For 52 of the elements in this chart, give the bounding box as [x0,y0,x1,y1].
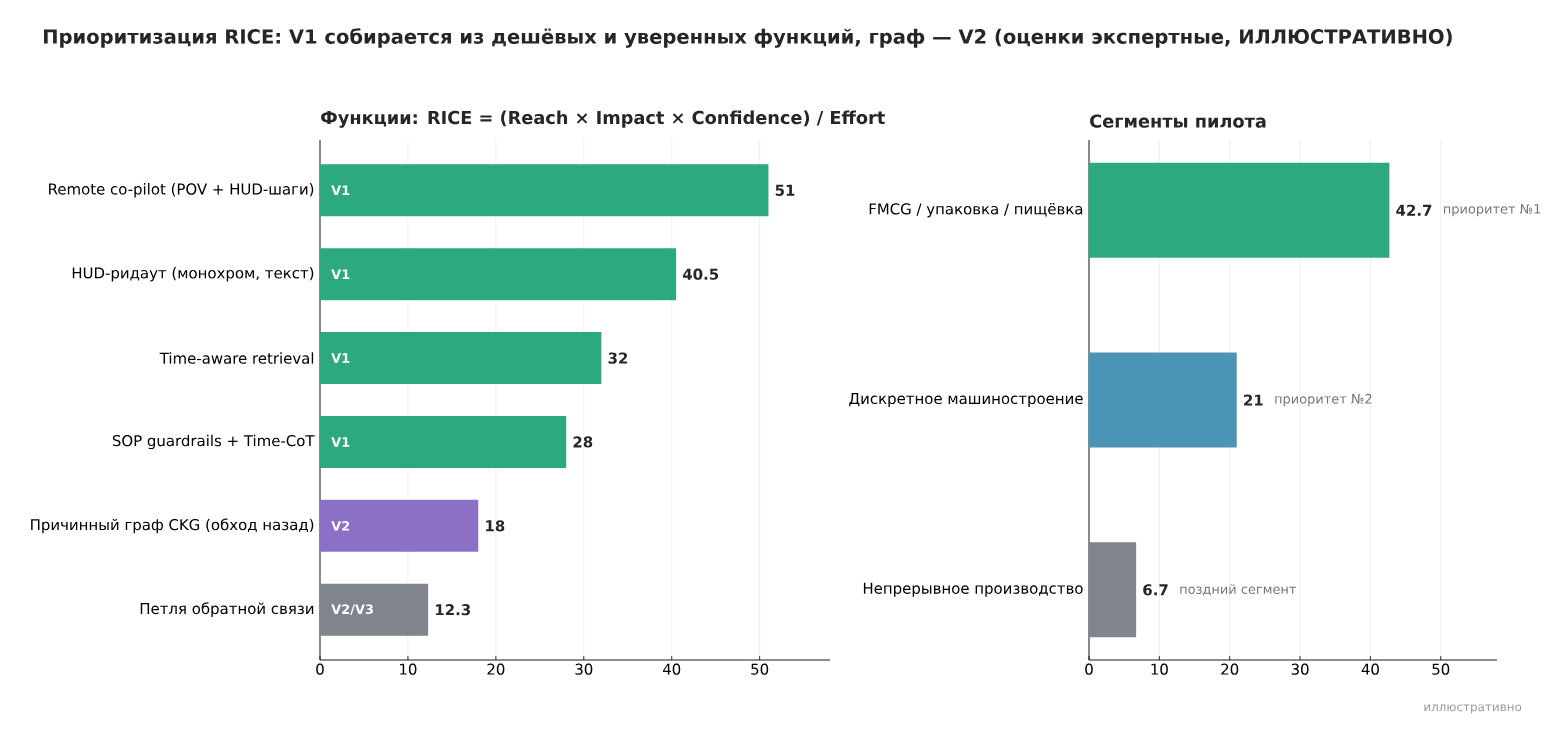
data-label: 51 [775,184,795,196]
annotation: V1 [331,353,350,363]
x-tick-label: 50 [751,663,769,675]
data-label: 18 [486,520,505,532]
chart-title: Сегменты пилота [1090,114,1266,128]
x-tick-label: 0 [316,663,324,675]
y-tick-label: Time-aware retrieval [159,352,314,364]
y-tick-label: Причинный граф CKG (обход назад) [31,518,314,534]
annotation: V2 [331,521,350,531]
y-tick-label: Remote co-pilot (POV + HUD-шаги) [49,183,314,198]
annotation: приоритет №1 [1443,204,1541,217]
y-tick-label: SOP guardrails + Time-CoT [112,434,315,450]
data-label: 6.7 [1143,584,1168,596]
data-label: 21 [1244,394,1263,406]
bar [320,164,769,217]
data-label: 42.7 [1396,204,1432,216]
bar [320,583,429,636]
annotation: V2/V3 [331,604,373,616]
x-tick-label: 20 [1221,663,1239,675]
y-tick-label: FMCG / упаковка / пищёвка [869,203,1083,218]
data-label: 40.5 [682,268,719,280]
annotation: V1 [331,185,350,196]
text: иллюстративно [1424,704,1522,714]
annotation: V1 [331,437,350,447]
annotation: V1 [331,269,350,279]
bar [320,332,602,385]
y-tick-label: Петля обратной связи [140,602,314,618]
x-tick-label: 0 [1085,663,1093,675]
x-tick-label: 30 [1291,663,1309,675]
x-tick-label: 50 [1432,663,1450,675]
bar [320,248,677,301]
x-tick-label: 10 [1151,663,1168,675]
x-tick-label: 40 [1361,663,1379,675]
bar [1089,352,1237,448]
y-tick-label: HUD-ридаут (монохром, текст) [72,266,314,282]
x-tick-label: 10 [400,663,417,675]
bar [1089,542,1137,638]
x-tick-label: 30 [575,663,593,675]
data-label: 32 [608,352,628,364]
chart-title: Приоритизация RICE: V1 собирается из дешёвых и уверенных функций, граф — V2 (оценки экспертные, ИЛЛЮСТРАТИВНО) [44,28,1452,48]
annotation: приоритет №2 [1275,393,1372,407]
chart-subtitle: Функции: RICE = (Reach × Impact × Confidence) / Effort [321,110,885,128]
y-tick-label: Дискретное машиностроение [849,393,1083,408]
data-label: 28 [573,436,593,448]
bar [320,415,567,468]
x-tick-label: 40 [662,663,681,675]
annotation: поздний сегмент [1180,583,1297,596]
bar [320,499,479,552]
x-tick-label: 20 [487,663,505,675]
bar [1089,162,1390,258]
data-label: 12.3 [436,604,471,616]
y-tick-label: Непрерывное производство [863,582,1083,597]
